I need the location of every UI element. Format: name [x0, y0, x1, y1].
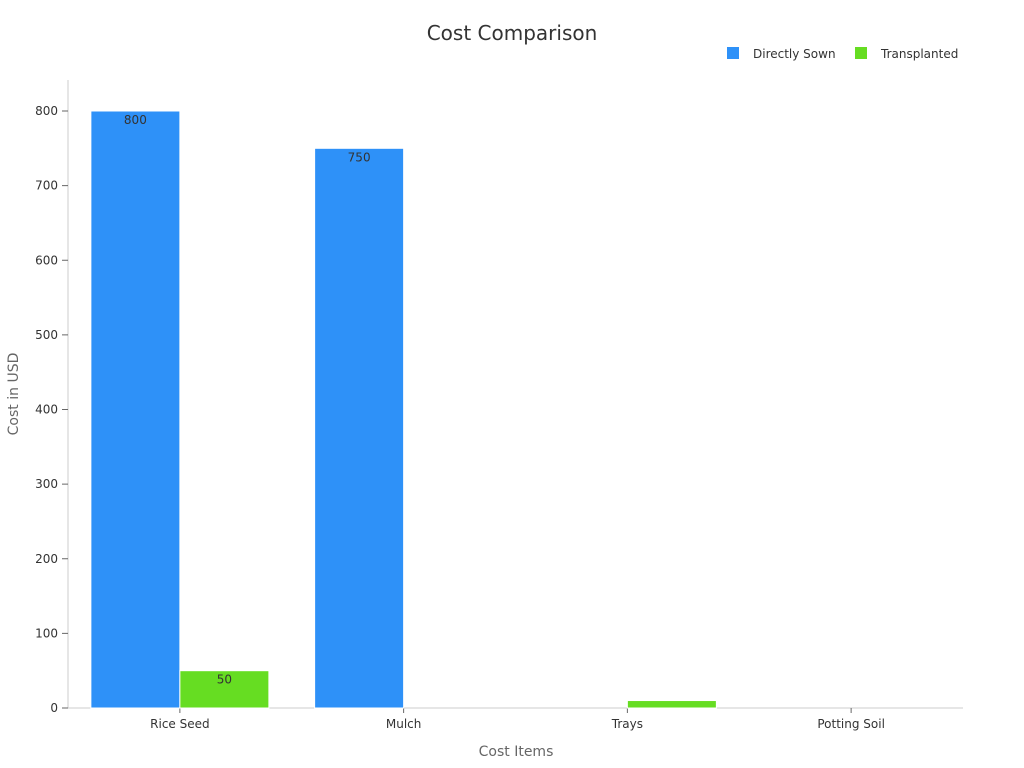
legend-swatch-transplanted — [855, 47, 867, 59]
bars — [90, 110, 717, 709]
y-axis-ticks: 0 100 200 300 400 500 600 700 800 — [35, 104, 68, 715]
bar-directly-sown-mulch — [314, 147, 405, 709]
x-tick-label-potting-soil: Potting Soil — [817, 717, 885, 731]
bar-transplanted-rice-seed — [179, 670, 270, 709]
x-tick-label-rice-seed: Rice Seed — [150, 717, 209, 731]
data-label-directly-sown-rice-seed: 800 — [124, 113, 147, 127]
y-tick-label: 400 — [35, 403, 58, 417]
y-tick-label: 100 — [35, 626, 58, 640]
legend: Directly Sown Transplanted — [727, 47, 958, 61]
x-axis-ticks: Rice Seed Mulch Trays Potting Soil — [150, 708, 885, 731]
y-axis-title: Cost in USD — [6, 353, 22, 436]
bar-transplanted-trays — [626, 700, 717, 709]
y-tick-label: 500 — [35, 328, 58, 342]
y-tick-label: 800 — [35, 104, 58, 118]
x-tick-label-trays: Trays — [611, 717, 643, 731]
y-tick-label: 0 — [50, 701, 58, 715]
data-label-transplanted-rice-seed: 50 — [217, 673, 232, 687]
legend-label-transplanted: Transplanted — [880, 47, 958, 61]
chart-title: Cost Comparison — [427, 21, 598, 45]
y-tick-label: 300 — [35, 477, 58, 491]
legend-label-directly-sown: Directly Sown — [753, 47, 836, 61]
y-tick-label: 200 — [35, 552, 58, 566]
bar-labels: 800 50 750 — [124, 113, 371, 687]
y-tick-label: 700 — [35, 179, 58, 193]
x-axis-title: Cost Items — [479, 744, 554, 760]
bar-directly-sown-rice-seed — [90, 110, 181, 709]
x-tick-label-mulch: Mulch — [386, 717, 422, 731]
y-tick-label: 600 — [35, 253, 58, 267]
data-label-directly-sown-mulch: 750 — [348, 150, 371, 164]
legend-swatch-directly-sown — [727, 47, 739, 59]
